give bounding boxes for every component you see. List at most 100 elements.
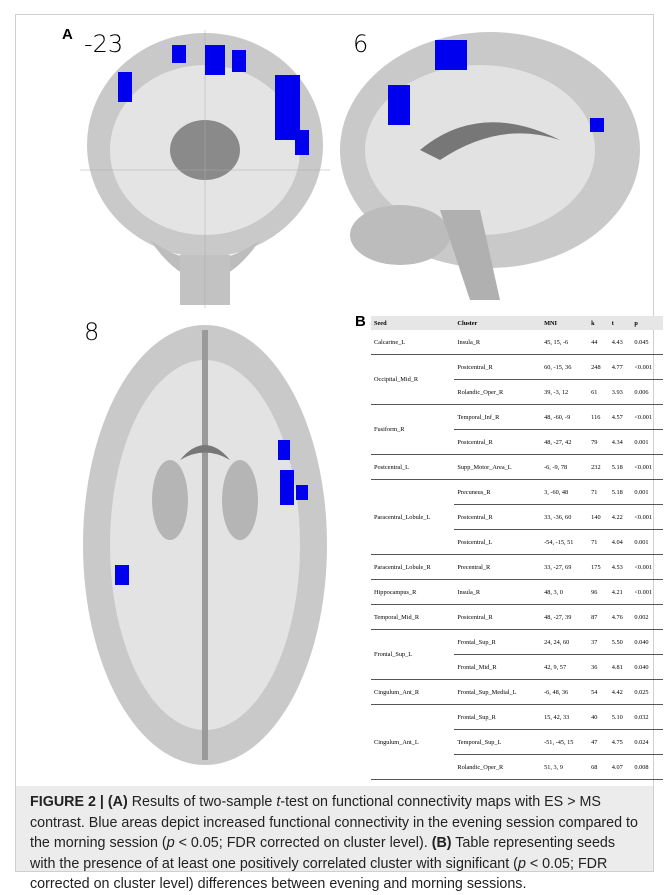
- column-header: Seed: [371, 316, 454, 330]
- table-cell: 3, -60, 48: [541, 480, 588, 505]
- table-cell: Rolandic_Oper_R: [454, 755, 541, 780]
- table-cell: 4.42: [609, 680, 632, 705]
- table-cell: Insula_R: [454, 330, 541, 355]
- table-cell: 24, 24, 60: [541, 630, 588, 655]
- table-cell: Frontal_Sup_R: [454, 705, 541, 730]
- table-cell: 36: [588, 655, 609, 680]
- table-cell: 0.045: [631, 330, 663, 355]
- table-cell: 4.34: [609, 430, 632, 455]
- table-cell: 0.001: [631, 430, 663, 455]
- table-cell: 47: [588, 730, 609, 755]
- table-row: Paracentral_Lobule_RPrecentral_R33, -27,…: [371, 555, 663, 580]
- figure-caption: FIGURE 2 | (A) Results of two-sample t-t…: [16, 786, 653, 871]
- table-cell: 60, -15, 36: [541, 355, 588, 380]
- table-cell: Insula_R: [454, 580, 541, 605]
- seed-cell: Calcarine_L: [371, 330, 454, 355]
- table-cell: 0.040: [631, 655, 663, 680]
- table-cell: 54: [588, 680, 609, 705]
- table-cell: Postcentral_R: [454, 355, 541, 380]
- caption-text: FIGURE 2 |: [30, 794, 108, 810]
- table-cell: Precentral_R: [454, 555, 541, 580]
- table-cell: 0.008: [631, 755, 663, 780]
- slice-label: 6: [353, 30, 368, 58]
- table-cell: Frontal_Sup_R: [454, 630, 541, 655]
- column-header: p: [631, 316, 663, 330]
- table-cell: 0.001: [631, 530, 663, 555]
- table-cell: 37: [588, 630, 609, 655]
- table-cell: Postcentral_R: [454, 505, 541, 530]
- table-cell: <0.001: [631, 355, 663, 380]
- table-cell: -54, -15, 51: [541, 530, 588, 555]
- table-cell: 5.18: [609, 480, 632, 505]
- table-cell: 0.024: [631, 730, 663, 755]
- table-cell: <0.001: [631, 505, 663, 530]
- table-cell: 79: [588, 430, 609, 455]
- seed-cell: Cingulum_Ant_R: [371, 680, 454, 705]
- table-cell: 116: [588, 405, 609, 430]
- table-cell: 4.04: [609, 530, 632, 555]
- seed-cell: Postcentral_L: [371, 455, 454, 480]
- slice-label: 8: [84, 318, 99, 346]
- table-cell: Temporal_Sup_L: [454, 730, 541, 755]
- seed-cell: Occipital_Mid_R: [371, 355, 454, 405]
- table-cell: <0.001: [631, 580, 663, 605]
- seed-cell: Paracentral_Lobule_R: [371, 555, 454, 580]
- page: A -23 6 8 B SeedClusterMNIktpCalcarine_L…: [0, 0, 669, 881]
- table-cell: Temporal_Inf_R: [454, 405, 541, 430]
- seed-cell: Frontal_Sup_L: [371, 630, 454, 680]
- caption-text: Results of two-sample: [128, 794, 277, 810]
- panel-label: A: [62, 26, 73, 43]
- table-cell: 45, 15, -6: [541, 330, 588, 355]
- table-cell: 71: [588, 530, 609, 555]
- table-cell: Postcentral_R: [454, 605, 541, 630]
- table-cell: 0.002: [631, 605, 663, 630]
- table-cell: 140: [588, 505, 609, 530]
- table-cell: Postcentral_L: [454, 530, 541, 555]
- slice-label: -23: [84, 30, 123, 58]
- table-cell: 4.57: [609, 405, 632, 430]
- table-cell: <0.001: [631, 455, 663, 480]
- coronal-slice: [80, 30, 330, 308]
- table-cell: Postcentral_R: [454, 430, 541, 455]
- table-cell: 48, -27, 39: [541, 605, 588, 630]
- table-cell: 48, 3, 0: [541, 580, 588, 605]
- table-cell: 5.18: [609, 455, 632, 480]
- table-cell: 33, -27, 69: [541, 555, 588, 580]
- caption-text: < 0.05; FDR corrected on cluster level).: [175, 835, 432, 851]
- axial-slice: [83, 325, 327, 765]
- seed-cell: Fusiform_R: [371, 405, 454, 455]
- table-cell: -51, -45, 15: [541, 730, 588, 755]
- table-cell: 175: [588, 555, 609, 580]
- table-cell: 40: [588, 705, 609, 730]
- caption-text: p: [167, 835, 175, 851]
- table-cell: 15, 42, 33: [541, 705, 588, 730]
- table-cell: 68: [588, 755, 609, 780]
- table-cell: 5.50: [609, 630, 632, 655]
- seed-cell: Cingulum_Ant_L: [371, 705, 454, 780]
- table-cell: -6, 48, 36: [541, 680, 588, 705]
- table-cell: 0.001: [631, 480, 663, 505]
- table-cell: 42, 9, 57: [541, 655, 588, 680]
- table-cell: 4.75: [609, 730, 632, 755]
- column-header: t: [609, 316, 632, 330]
- table-cell: 0.032: [631, 705, 663, 730]
- table-cell: Frontal_Sup_Medial_L: [454, 680, 541, 705]
- caption-text: (A): [108, 794, 128, 810]
- column-header: Cluster: [454, 316, 541, 330]
- table-cell: 61: [588, 380, 609, 405]
- table-cell: 5.10: [609, 705, 632, 730]
- table-cell: 4.07: [609, 755, 632, 780]
- table-cell: 48, -60, -9: [541, 405, 588, 430]
- table-cell: 0.040: [631, 630, 663, 655]
- seed-cell: Paracentral_Lobule_L: [371, 480, 454, 555]
- table-cell: 71: [588, 480, 609, 505]
- caption-text: (B): [432, 835, 452, 851]
